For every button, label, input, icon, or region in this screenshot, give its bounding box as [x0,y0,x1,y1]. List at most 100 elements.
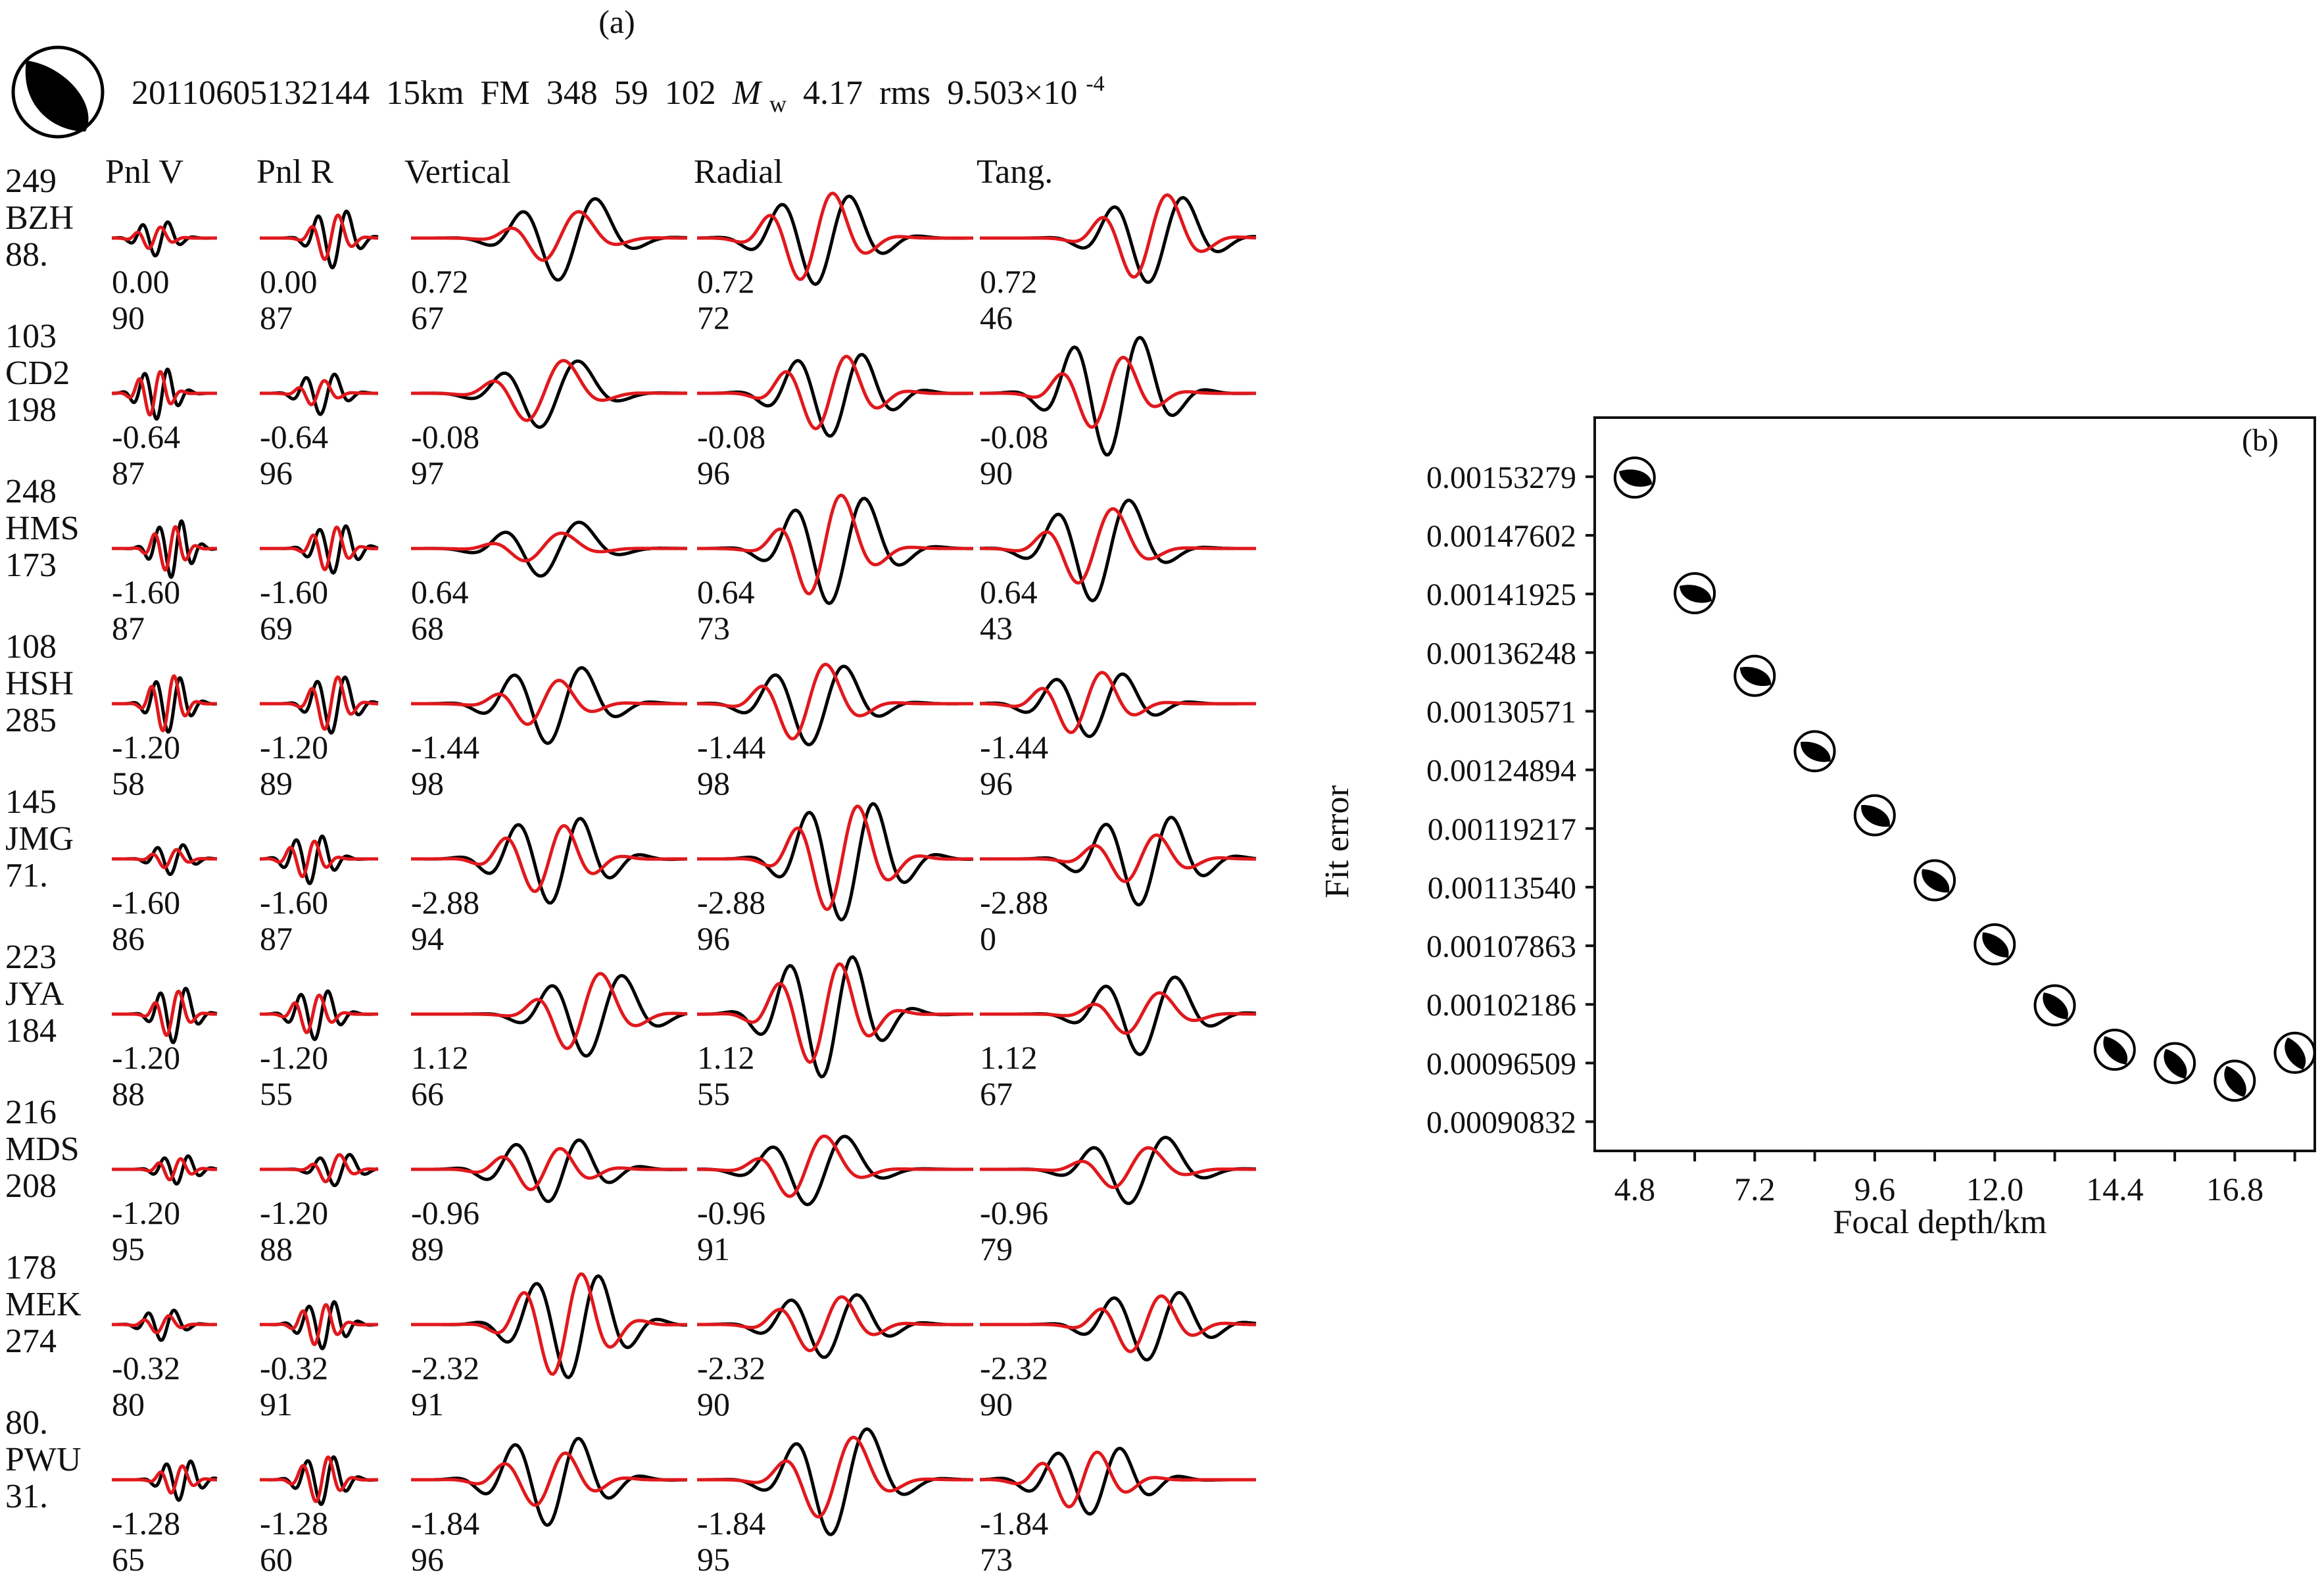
beachball-data-point [1973,923,2016,965]
synthetic-waveform [411,1451,687,1507]
station-distance: 108 [5,628,57,666]
station-code: BZH [5,199,74,237]
correlation-value: 60 [260,1541,293,1578]
plot-frame [1593,416,2316,1152]
station-azimuth: 184 [5,1012,57,1050]
panel-a-waveforms: (a) 20110605132144 15km FM 348 59 102 M … [5,3,1257,1578]
rms-exponent: -4 [1086,72,1104,96]
synthetic-waveform [411,1272,688,1376]
rms-label: rms [879,74,931,112]
station-azimuth: 173 [5,547,57,584]
time-shift-value: -1.84 [411,1505,479,1542]
time-shift-value: -1.20 [112,1194,180,1231]
correlation-value: 89 [260,765,293,802]
time-shift-value: -1.20 [260,729,328,766]
synthetic-waveform [411,1147,687,1192]
station-code: PWU [5,1441,82,1478]
beachball-data-point [1733,654,1776,697]
synthetic-waveform [980,1294,1256,1353]
station-code: JYA [5,975,64,1013]
synthetic-waveform [258,1153,379,1184]
station-distance: 103 [5,318,57,355]
time-shift-value: 1.12 [980,1039,1038,1076]
y-tick-label: 0.00153279 [1426,460,1576,495]
time-shift-value: -0.08 [411,418,479,455]
synthetic-waveform [980,507,1256,585]
station-distance: 223 [5,938,57,976]
synthetic-waveform [110,1157,218,1182]
correlation-value: 90 [112,299,145,336]
synthetic-waveform [258,213,379,261]
y-tick-label: 0.00130571 [1426,694,1576,729]
synthetic-waveform [110,525,218,572]
y-tick-label: 0.00147602 [1426,519,1576,554]
strike-value: 348 [546,74,598,112]
panel-b-label: (b) [2242,423,2279,458]
dip-value: 59 [614,74,648,112]
correlation-value: 67 [980,1075,1013,1112]
correlation-value: 73 [980,1541,1013,1578]
time-shift-value: -1.20 [112,1039,180,1076]
correlation-value: 55 [260,1075,293,1112]
correlation-value: 91 [411,1386,444,1423]
time-shift-value: -0.08 [697,418,765,455]
synthetic-waveform [697,1134,973,1198]
station-azimuth: 198 [5,391,57,429]
time-shift-value: -2.88 [411,884,479,921]
synthetic-waveform [697,354,973,431]
time-shift-value: 0.64 [411,573,469,610]
correlation-value: 0 [980,920,996,957]
synthetic-waveform [980,1146,1256,1189]
observed-waveform [411,1436,687,1527]
correlation-value: 94 [411,920,444,957]
synthetic-waveform [411,531,687,563]
time-shift-value: 1.12 [411,1039,469,1076]
correlation-value: 88 [260,1230,293,1267]
correlation-value: 68 [411,610,444,646]
fm-label: FM [481,74,530,112]
correlation-value: 58 [112,765,145,802]
synthetic-waveform [980,193,1257,279]
beachball-data-point [2273,1031,2316,1074]
synthetic-waveform [110,848,218,869]
station-code: HSH [5,665,74,702]
beachball-data-point [2093,1029,2136,1071]
station-row: 145JMG71.-1.6086-1.6087-2.8894-2.8896-2.… [5,783,1257,957]
station-azimuth: 31. [5,1478,48,1515]
correlation-value: 90 [980,454,1013,491]
synthetic-waveform [411,824,687,893]
x-tick-label: 4.8 [1614,1171,1656,1207]
correlation-value: 95 [697,1541,730,1578]
correlation-value: 90 [980,1386,1013,1423]
synthetic-waveform [110,1314,218,1334]
station-distance: 248 [5,473,57,510]
synthetic-waveform [980,833,1256,883]
rake-value: 102 [665,74,716,112]
time-shift-value: -1.28 [260,1505,328,1542]
beachball-data-point [1853,794,1896,837]
time-shift-value: 0.72 [411,263,469,300]
time-shift-value: 1.12 [697,1039,755,1076]
synthetic-waveform [258,839,379,879]
synthetic-waveform [110,1464,218,1495]
observed-waveform [697,955,973,1079]
correlation-value: 96 [697,454,730,491]
synthetic-waveform [110,225,218,251]
station-row: 248HMS173-1.6087-1.60690.64680.64730.644… [5,473,1256,646]
station-distance: 249 [5,162,57,200]
synthetic-waveform [110,989,218,1037]
correlation-value: 87 [112,454,145,491]
time-shift-value: 0.00 [260,263,318,300]
correlation-value: 79 [980,1230,1013,1267]
synthetic-waveform [110,370,218,417]
time-shift-value: -2.32 [980,1350,1048,1386]
station-code: JMG [5,820,74,858]
correlation-value: 80 [112,1386,145,1423]
synthetic-waveform [697,1436,973,1519]
station-row: 80.PWU31.-1.2865-1.2860-1.8496-1.8495-1.… [5,1404,1256,1578]
station-distance: 178 [5,1249,57,1286]
correlation-value: 96 [697,920,730,957]
correlation-value: 95 [112,1230,145,1267]
correlation-value: 86 [112,920,145,957]
panel-b-fit-error-chart: 0.00153279 0.00147602 0.00141925 0.00136248… [1309,368,2324,1250]
